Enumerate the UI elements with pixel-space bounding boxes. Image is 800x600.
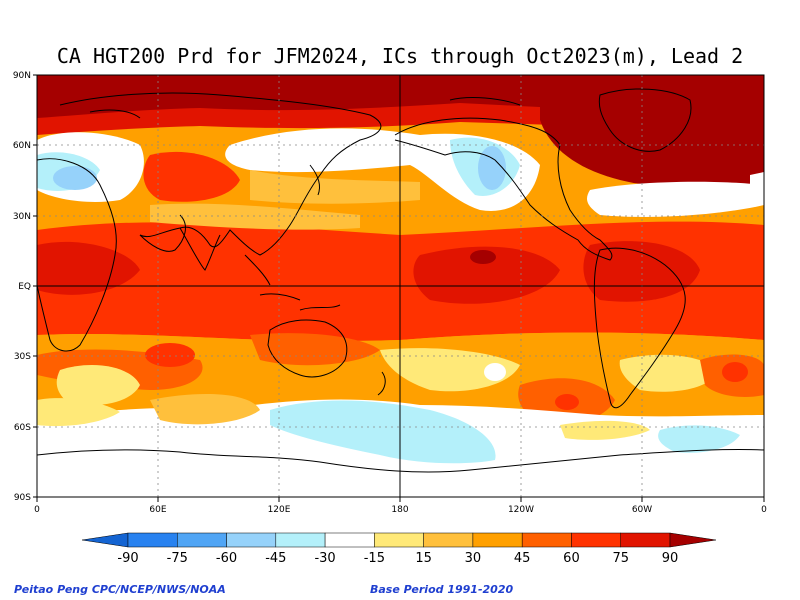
colorbar-swatch xyxy=(177,532,227,548)
lon-label: 0 xyxy=(761,505,767,515)
colorbar-label: -90 xyxy=(117,551,138,566)
colorbar-label: 45 xyxy=(514,551,531,566)
colorbar-label: -45 xyxy=(265,551,286,566)
lon-label: 0 xyxy=(34,505,40,515)
lon-label: 120W xyxy=(508,505,534,515)
colorbar-swatch xyxy=(620,532,671,548)
lat-label: EQ xyxy=(18,282,31,292)
colorbar-swatch xyxy=(226,532,277,548)
credit-base-period: Base Period 1991-2020 xyxy=(370,583,514,596)
reference-lines xyxy=(37,75,764,497)
colorbar: -90 -75 -60 -45 -30 -15 15 30 45 60 75 90 xyxy=(81,532,717,566)
lon-label: 180 xyxy=(391,505,408,515)
lon-axis: 0 60E 120E 180 120W 60W 0 xyxy=(34,497,767,515)
lat-axis: 90N 60N 30N EQ 30S 60S 90S xyxy=(13,71,37,503)
colorbar-arrow-high xyxy=(669,532,717,548)
credit-author: Peitao Peng CPC/NCEP/NWS/NOAA xyxy=(14,583,226,596)
map-title: CA HGT200 Prd for JFM2024, ICs through O… xyxy=(56,44,744,68)
colorbar-label: 30 xyxy=(465,551,482,566)
lat-label: 60S xyxy=(14,423,31,433)
colorbar-label: -30 xyxy=(314,551,335,566)
lat-label: 60N xyxy=(13,141,31,151)
colorbar-label: 60 xyxy=(563,551,580,566)
lon-label: 120E xyxy=(268,505,291,515)
colorbar-label: -75 xyxy=(167,551,188,566)
colorbar-swatch xyxy=(374,532,424,548)
colorbar-swatch xyxy=(521,532,572,548)
lon-label: 60W xyxy=(632,505,652,515)
colorbar-swatch xyxy=(275,532,326,548)
colorbar-swatch xyxy=(423,532,474,548)
lat-label: 90S xyxy=(14,493,31,503)
colorbar-swatch xyxy=(472,532,523,548)
colorbar-label: -15 xyxy=(364,551,385,566)
colorbar-label: 15 xyxy=(415,551,432,566)
lat-label: 30N xyxy=(13,212,31,222)
colorbar-swatch xyxy=(324,532,375,548)
colorbar-arrow-low xyxy=(81,532,129,548)
colorbar-label: 90 xyxy=(662,551,679,566)
colorbar-label: 75 xyxy=(612,551,629,566)
lon-label: 60E xyxy=(149,505,166,515)
lat-label: 90N xyxy=(13,71,31,81)
lat-label: 30S xyxy=(14,352,31,362)
colorbar-swatch xyxy=(571,532,621,548)
colorbar-swatch xyxy=(127,532,178,548)
coastlines xyxy=(37,88,764,473)
colorbar-label: -60 xyxy=(216,551,237,566)
